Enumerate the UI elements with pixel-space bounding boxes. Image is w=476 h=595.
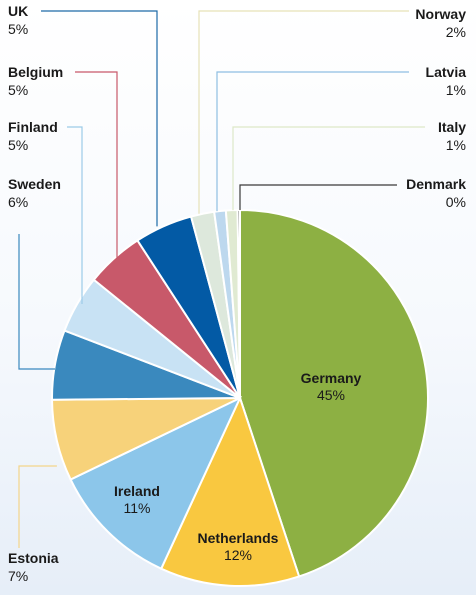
slice-value-denmark: 0%	[446, 194, 466, 210]
pie-slices	[50, 208, 429, 587]
slice-label-sweden: Sweden	[8, 176, 61, 192]
leader-line-sweden	[18, 234, 55, 370]
leader-line-estonia	[18, 465, 57, 548]
leader-line-norway	[198, 10, 409, 214]
slice-label-italy: Italy	[438, 119, 466, 135]
leader-line-latvia	[216, 71, 409, 212]
slice-value-sweden: 6%	[8, 194, 28, 210]
slice-value-estonia: 7%	[8, 568, 28, 584]
slice-value-belgium: 5%	[8, 82, 28, 98]
leader-line-denmark	[239, 184, 397, 211]
slice-value-italy: 1%	[446, 137, 466, 153]
slice-value-germany: 45%	[317, 387, 345, 403]
slice-label-netherlands: Netherlands	[198, 530, 279, 546]
leader-lines	[18, 10, 425, 548]
slice-value-ireland: 11%	[124, 500, 151, 516]
slice-label-norway: Norway	[415, 6, 466, 22]
leader-line-finland	[67, 126, 83, 304]
slice-label-germany: Germany	[301, 370, 362, 386]
slice-label-latvia: Latvia	[426, 64, 467, 80]
pie-slice-ireland	[69, 395, 243, 571]
pie-slice-netherlands	[159, 395, 301, 587]
slice-value-netherlands: 12%	[224, 547, 252, 563]
slice-value-uk: 5%	[8, 21, 28, 37]
slice-label-uk: UK	[8, 3, 28, 19]
slice-label-belgium: Belgium	[8, 64, 63, 80]
pie-slice-germany	[239, 208, 429, 578]
leader-line-italy	[232, 126, 425, 211]
slice-label-estonia: Estonia	[8, 550, 59, 566]
leader-line-uk	[41, 10, 158, 227]
slice-value-latvia: 1%	[446, 82, 466, 98]
slice-value-norway: 2%	[446, 24, 466, 40]
slice-value-finland: 5%	[8, 137, 28, 153]
slice-label-finland: Finland	[8, 119, 58, 135]
leader-line-belgium	[75, 71, 118, 259]
slice-label-ireland: Ireland	[114, 483, 160, 499]
slice-label-denmark: Denmark	[406, 176, 466, 192]
